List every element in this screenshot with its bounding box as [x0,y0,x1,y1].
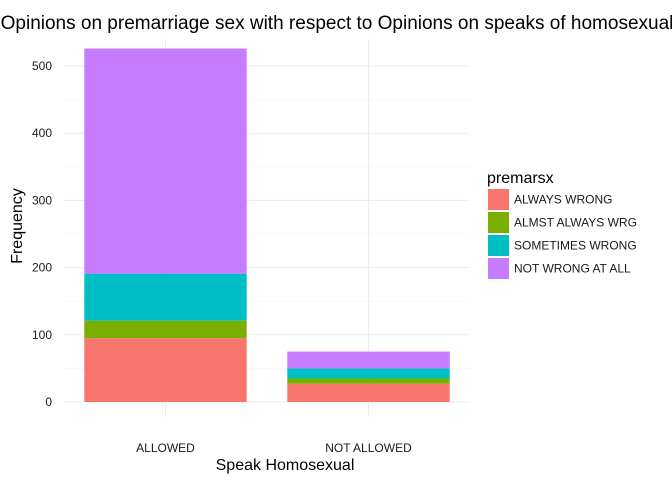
y-tick-label: 0 [45,395,52,409]
bar-segment [84,338,247,402]
y-axis-ticks: 0 100 200 300 400 500 [32,59,52,409]
legend-key [488,212,509,233]
bar-segment [84,48,247,274]
bars [84,48,450,402]
bar-segment [287,351,450,369]
legend-label: SOMETIMES WRONG [514,239,637,253]
legend-title: premarsx [487,170,554,187]
y-tick-label: 500 [32,59,52,73]
x-tick-label: NOT ALLOWED [325,441,412,455]
x-axis-title: Speak Homosexual [216,457,355,474]
y-tick-label: 300 [32,193,52,207]
legend-label: ALWAYS WRONG [514,193,612,207]
chart-title: Opinions on premarriage sex with respect… [1,13,672,34]
y-axis-title: Frequency [9,188,26,264]
legend-key [488,235,509,256]
bar-segment [84,320,247,339]
x-tick-label: ALLOWED [136,441,195,455]
x-axis-ticks: ALLOWED NOT ALLOWED [136,441,412,455]
bar-segment [287,378,450,384]
bar-segment [287,383,450,402]
bar-segment [84,273,247,321]
legend-key [488,258,509,279]
y-tick-label: 100 [32,328,52,342]
y-tick-label: 400 [32,126,52,140]
y-tick-label: 200 [32,261,52,275]
legend-label: NOT WRONG AT ALL [514,262,631,276]
legend-label: ALMST ALWAYS WRG [514,216,637,230]
legend: premarsx ALWAYS WRONG ALMST ALWAYS WRG SOM… [487,170,637,279]
legend-key [488,189,509,210]
bar-segment [287,368,450,379]
